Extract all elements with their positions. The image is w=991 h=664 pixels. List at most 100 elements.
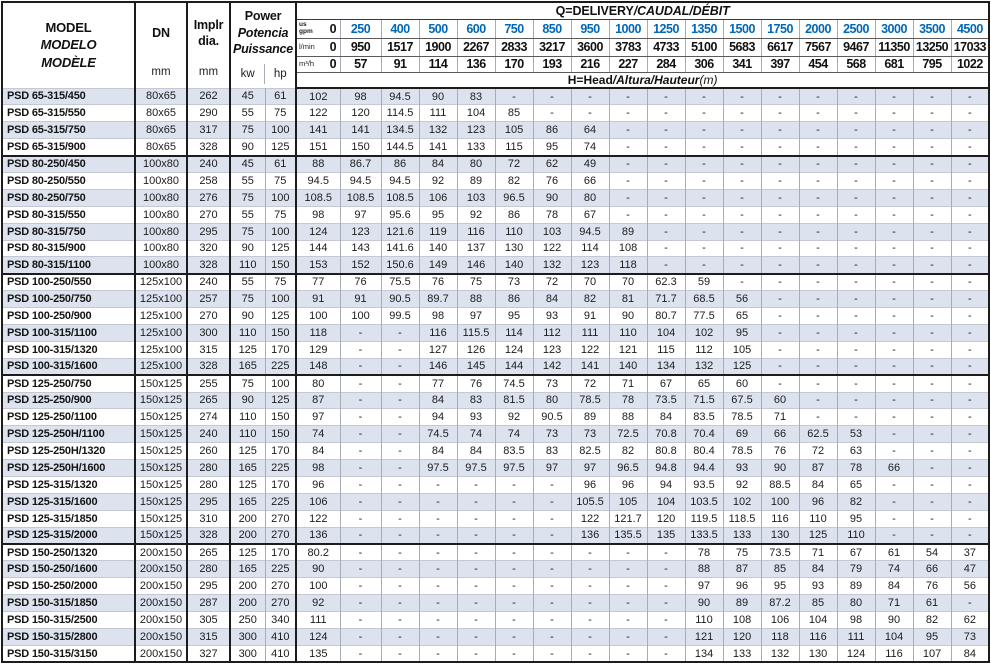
head-value-cell: 90.5: [381, 290, 420, 308]
head-value-cell: 104: [647, 323, 686, 342]
head-value-cell: 121.7: [609, 509, 648, 528]
header-title-row: MODEL MODELO MODÈLE DN mm Implr dia. mm: [2, 2, 990, 88]
head-value-cell: -: [837, 222, 876, 241]
head-value-cell: -: [913, 256, 952, 274]
gpm-value: 3000: [875, 19, 914, 39]
head-value-cell: -: [913, 357, 952, 376]
head-value-cell: -: [419, 611, 458, 629]
dn-cell: 100x80: [135, 188, 188, 207]
head-value-cell: 118: [609, 256, 648, 274]
head-value-cell: 82: [609, 442, 648, 460]
head-value-cell: 92: [296, 594, 341, 612]
head-value-cell: -: [913, 408, 952, 426]
head-value-cell: 74.5: [495, 374, 534, 393]
head-value-cell: -: [609, 138, 648, 156]
head-value-cell: -: [533, 644, 572, 663]
head-value-cell: 150: [340, 138, 382, 156]
pump-row: PSD 125-315/1600 150x125 295 165 225 106- - - - -…: [2, 492, 990, 511]
head-value-cell: 56: [723, 290, 762, 308]
head-value-cell: 145: [457, 357, 496, 376]
head-value-cell: -: [761, 205, 800, 224]
hp-cell: 270: [265, 526, 298, 545]
model-cell: PSD 65-315/550: [2, 104, 136, 122]
head-value-cell: 120: [647, 509, 686, 528]
hp-cell: 75: [265, 104, 298, 122]
head-value-cell: 76: [457, 374, 496, 393]
head-value-cell: 80.2: [296, 543, 341, 561]
head-value-cell: -: [761, 290, 800, 308]
head-value-cell: -: [799, 340, 838, 359]
head-value-cell: 105.5: [571, 492, 610, 511]
head-value-cell: 78.5: [571, 391, 610, 409]
head-value-cell: 119.5: [685, 509, 724, 528]
head-value-cell: -: [913, 154, 952, 173]
model-label-es: MODELO: [40, 37, 97, 53]
m3h-value: 57: [340, 56, 382, 73]
hp-cell: 170: [265, 475, 298, 494]
head-value-cell: -: [951, 374, 990, 393]
head-value-cell: 62.5: [799, 425, 838, 443]
head-value-cell: 90: [419, 87, 458, 105]
head-value-cell: 94.4: [685, 459, 724, 477]
model-cell: PSD 125-250/900: [2, 391, 136, 409]
head-value-cell: -: [875, 171, 914, 190]
head-value-cell: 84: [457, 442, 496, 460]
gpm-value: 1250: [647, 19, 686, 39]
kw-cell: 55: [230, 104, 266, 122]
head-value-cell: -: [951, 87, 990, 105]
head-value-cell: 95: [533, 138, 572, 156]
dn-cell: 150x125: [135, 425, 188, 443]
head-value-cell: -: [723, 121, 762, 139]
hp-cell: 270: [265, 577, 298, 595]
head-value-cell: -: [457, 492, 496, 511]
kw-cell: 125: [230, 442, 266, 460]
head-value-cell: 126: [457, 340, 496, 359]
model-cell: PSD 150-315/1850: [2, 594, 136, 612]
head-value-cell: 116: [875, 644, 914, 663]
head-value-cell: -: [609, 121, 648, 139]
head-value-cell: 140: [419, 239, 458, 257]
head-value-cell: -: [340, 340, 382, 359]
head-value-cell: -: [381, 408, 420, 426]
head-value-cell: 80.4: [685, 442, 724, 460]
impeller-dia-cell: 280: [187, 475, 231, 494]
head-value-cell: 95: [495, 307, 534, 325]
hp-cell: 150: [265, 323, 298, 342]
dn-cell: 125x100: [135, 357, 188, 376]
head-value-cell: -: [419, 543, 458, 561]
head-value-cell: -: [723, 205, 762, 224]
head-value-cell: 91: [296, 290, 341, 308]
impeller-dia-cell: 315: [187, 628, 231, 646]
head-value-cell: -: [837, 323, 876, 342]
head-value-cell: -: [647, 104, 686, 122]
head-value-cell: -: [340, 492, 382, 511]
m3h-value: 227: [609, 56, 648, 73]
m3h-value: 1022: [951, 56, 990, 73]
head-value-cell: 130: [799, 644, 838, 663]
m3h-value: 216: [571, 56, 610, 73]
head-value-cell: 80: [571, 188, 610, 207]
head-value-cell: -: [381, 611, 420, 629]
head-value-cell: 96: [723, 577, 762, 595]
head-value-cell: -: [761, 307, 800, 325]
gpm-value: 500: [419, 19, 458, 39]
head-value-cell: -: [951, 391, 990, 409]
lmin-value: 2267: [457, 38, 496, 57]
hp-cell: 100: [265, 121, 298, 139]
head-value-cell: -: [381, 475, 420, 494]
head-value-cell: 68.5: [685, 290, 724, 308]
kw-cell: 110: [230, 323, 266, 342]
head-value-cell: -: [723, 272, 762, 291]
head-value-cell: -: [837, 272, 876, 291]
dn-cell: 150x125: [135, 475, 188, 494]
us-gpm-unit-label: us gpm: [299, 20, 313, 35]
power-column-header: Power Potencia Puissance kw hp: [230, 2, 298, 88]
head-value-cell: -: [875, 121, 914, 139]
dn-cell: 150x125: [135, 391, 188, 409]
head-value-cell: 114: [571, 239, 610, 257]
head-value-cell: 85: [799, 594, 838, 612]
head-value-cell: 90: [296, 560, 341, 578]
lmin-header-row: l/min 0 950 1517 1900 2267 2833 3217 3600 3783 4…: [2, 38, 990, 57]
impeller-dia-cell: 328: [187, 256, 231, 274]
head-value-cell: -: [381, 492, 420, 511]
